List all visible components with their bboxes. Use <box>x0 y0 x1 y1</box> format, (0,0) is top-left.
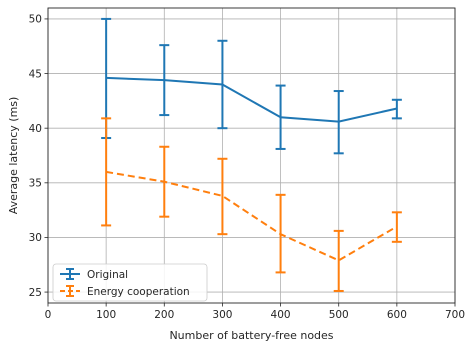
x-axis-label: Number of battery-free nodes <box>169 329 333 342</box>
y-axis-label: Average latency (ms) <box>7 97 20 215</box>
series-1 <box>101 117 402 292</box>
data-point <box>338 121 339 122</box>
x-tick-label: 100 <box>96 309 116 321</box>
series-line <box>106 76 398 123</box>
x-tick-label: 500 <box>329 309 349 321</box>
y-tick-label: 35 <box>29 178 42 190</box>
x-tick-label: 200 <box>154 309 174 321</box>
grid <box>47 8 456 303</box>
legend-entry: Energy cooperation <box>60 285 190 298</box>
data-point <box>396 226 397 227</box>
series-0 <box>101 17 402 155</box>
y-tick-label: 45 <box>29 68 42 80</box>
data-point <box>396 108 397 109</box>
data-point <box>222 195 223 196</box>
data-point <box>164 80 165 81</box>
y-tick-label: 25 <box>29 287 42 299</box>
series-layer <box>101 17 402 292</box>
y-tick-label: 50 <box>29 14 42 26</box>
data-point <box>338 260 339 261</box>
legend-label: Original <box>87 269 128 281</box>
data-point <box>280 234 281 235</box>
y-tick-label: 40 <box>29 123 42 135</box>
plot-frame <box>47 7 456 304</box>
legend-box <box>52 263 208 302</box>
x-tick-label: 700 <box>445 309 465 321</box>
axis-ticks: 0 100 200 300 400 500 600 700 25 30 35 40 45 50 <box>29 14 465 321</box>
legend-entry: Original <box>60 268 128 281</box>
legend: Original Energy cooperation <box>52 263 208 302</box>
data-point <box>164 181 165 182</box>
series-line <box>105 170 398 262</box>
x-tick-label: 0 <box>45 309 52 321</box>
data-point <box>222 84 223 85</box>
data-point <box>106 171 107 172</box>
data-point <box>280 117 281 118</box>
y-tick-label: 30 <box>29 232 42 244</box>
data-point <box>106 77 107 78</box>
x-tick-label: 400 <box>271 309 291 321</box>
legend-label: Energy cooperation <box>87 286 190 298</box>
x-tick-label: 600 <box>387 309 407 321</box>
x-tick-label: 300 <box>212 309 232 321</box>
